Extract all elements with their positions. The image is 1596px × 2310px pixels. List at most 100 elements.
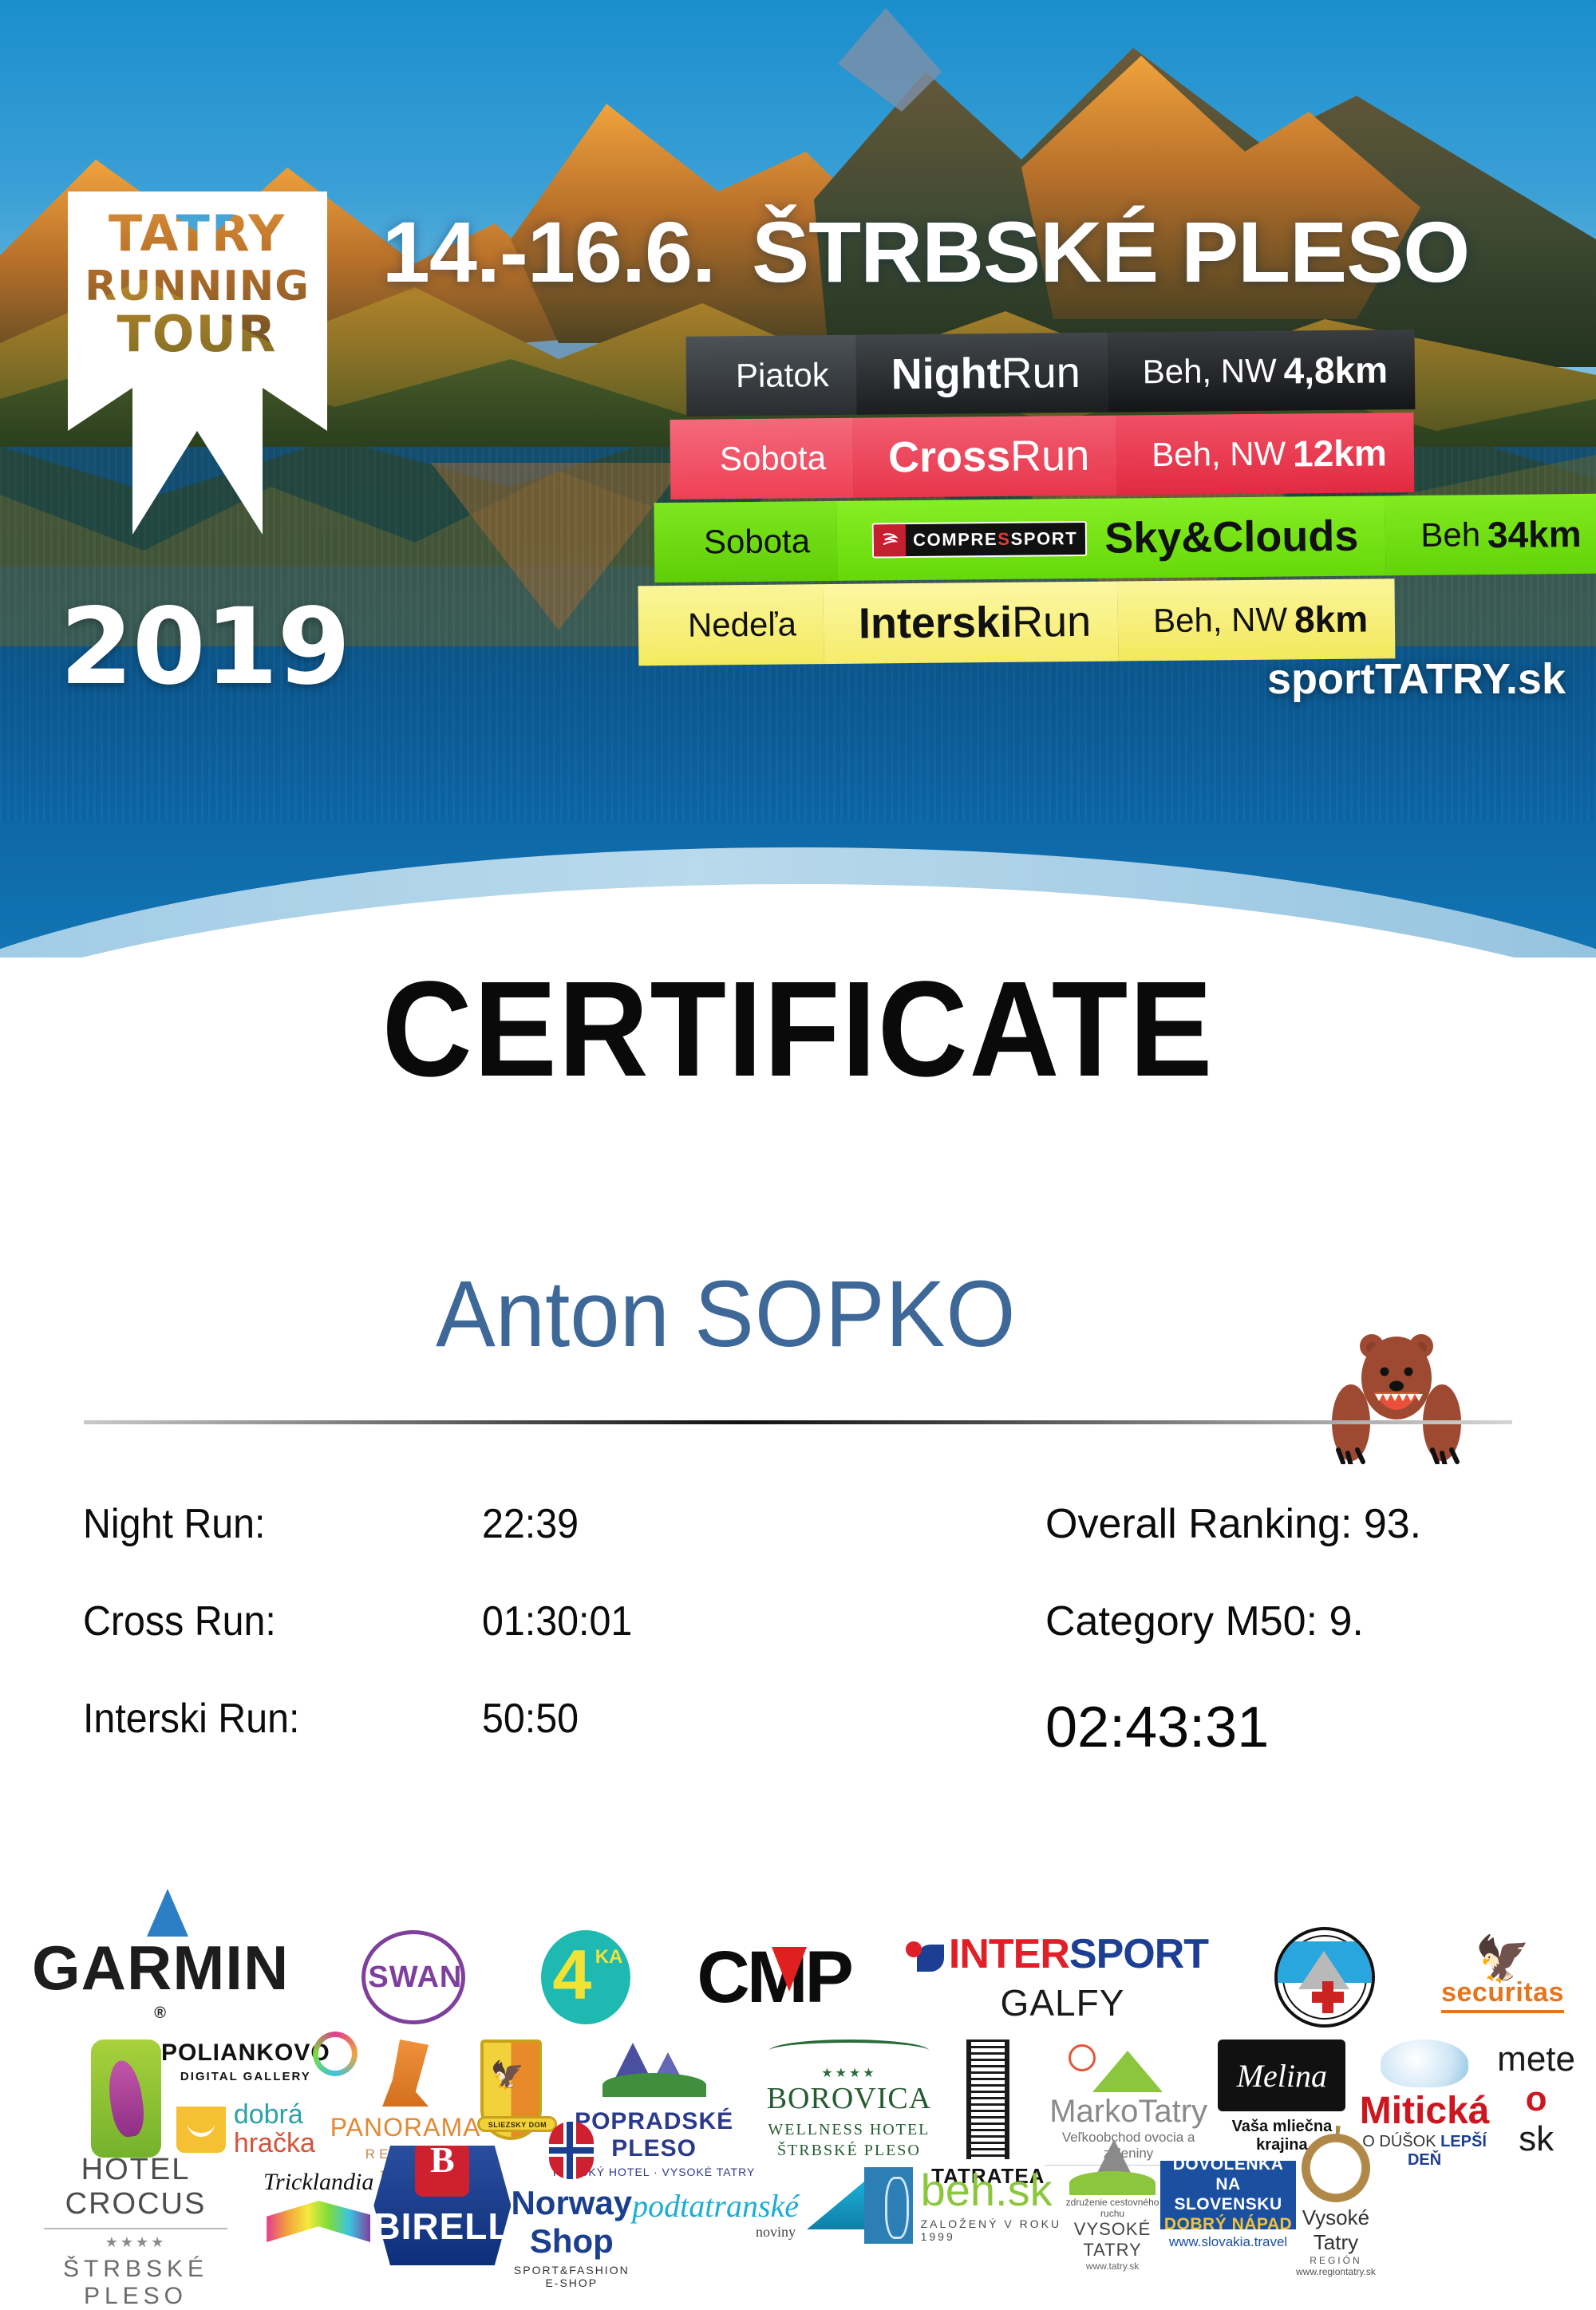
race-name: COMPRESSPORT Sky&Clouds bbox=[836, 496, 1386, 581]
race-list: Piatok Night Run Beh, NW 4,8km Sobota Cr… bbox=[0, 329, 1596, 675]
sponsor-label: Tricklandia bbox=[263, 2169, 374, 2195]
split-value: 50:50 bbox=[482, 1696, 579, 1742]
race-day: Sobota bbox=[654, 500, 838, 583]
race-name: Interski Run bbox=[823, 581, 1119, 665]
page-fan-icon bbox=[807, 2182, 865, 2229]
sponsor-label: PANORAMA bbox=[330, 2113, 481, 2142]
swan-oval-icon bbox=[361, 1930, 466, 2024]
event-website: sportTATRY.sk bbox=[1266, 655, 1566, 703]
norway-flag-icon bbox=[549, 2122, 595, 2179]
sponsor-row-primary: GARMIN ® SWAN 4 KA CMP INTERSPORT GALFY bbox=[0, 1889, 1596, 2041]
split-label: Cross Run: bbox=[83, 1598, 276, 1645]
sponsor-tanap-horska-sluzba bbox=[1274, 1927, 1376, 2028]
sponsor-swan: SWAN bbox=[355, 1930, 475, 2024]
race-distance: Beh, NW 4,8km bbox=[1107, 329, 1416, 413]
race-distance: Beh 34km bbox=[1385, 493, 1596, 576]
sponsor-sublabel: O DÚŠOK LEPŠÍ DEŇ bbox=[1362, 2133, 1487, 2169]
garmin-triangle-icon bbox=[147, 1889, 188, 1937]
results-rankings: Overall Ranking: 93. Category M50: 9. 02… bbox=[1045, 1500, 1596, 1792]
split-label: Interski Run: bbox=[83, 1696, 300, 1742]
sponsor-label: GALFY bbox=[1000, 1982, 1125, 2024]
sponsor-intersport-galfy: INTERSPORT GALFY bbox=[905, 1930, 1209, 2024]
sponsor-label: DOVOLENKA NA SLOVENSKU bbox=[1172, 2155, 1284, 2213]
compressport-logo: COMPRESSPORT bbox=[871, 520, 1088, 559]
race-row-cross: Sobota Cross Run Beh, NW 12km bbox=[0, 411, 1596, 506]
race-row-sky-clouds: Sobota COMPRESSPORT Sky&Clouds Beh 34km bbox=[0, 493, 1596, 589]
result-row: Interski Run: 50:50 bbox=[83, 1695, 801, 1792]
split-value: 22:39 bbox=[482, 1501, 579, 1547]
result-row: Overall Ranking: 93. bbox=[1045, 1500, 1596, 1597]
sponsor-label: dobrá hračka bbox=[233, 2099, 315, 2158]
total-time: 02:43:31 bbox=[1045, 1696, 1270, 1759]
sponsor-label: MarkoTatry bbox=[1049, 2094, 1208, 2129]
intersport-swoosh-icon bbox=[905, 1941, 944, 1972]
sponsor-tatratea: TATRATEA bbox=[931, 2040, 1045, 2189]
sponsor-label: 4 bbox=[552, 1935, 592, 2014]
sponsor-sublabel: REGIÓN bbox=[1310, 2255, 1362, 2266]
sponsor-slovakia-travel: DOVOLENKA NA SLOVENSKU DOBRÝ NÁPAD www.s… bbox=[1160, 2155, 1297, 2250]
sponsor-region-tatry: Vysoké Tatry REGIÓN www.regiontatry.sk bbox=[1296, 2134, 1376, 2277]
race-name: Night Run bbox=[855, 332, 1108, 415]
sponsor-sublabel: združenie cestovného ruchu bbox=[1065, 2197, 1159, 2219]
toy-bag-icon bbox=[176, 2106, 226, 2153]
compressport-wordmark: COMPRESSPORT bbox=[912, 528, 1078, 551]
sponsor-section: GARMIN ® SWAN 4 KA CMP INTERSPORT GALFY bbox=[0, 1889, 1596, 2309]
cmp-triangle-icon bbox=[772, 1946, 808, 1992]
sponsor-miticka: Mitická O DÚŠOK LEPŠÍ DEŇ bbox=[1352, 2040, 1497, 2170]
race-day: Nedeľa bbox=[638, 584, 824, 666]
race-name: Cross Run bbox=[852, 415, 1117, 498]
sponsor-meteo-sk: mete o sk bbox=[1497, 2040, 1575, 2158]
bear-icon bbox=[1332, 1334, 1461, 1464]
event-date: 14.-16.6. bbox=[381, 203, 716, 300]
results-splits: Night Run: 22:39 Cross Run: 01:30:01 Int… bbox=[83, 1500, 801, 1792]
sponsor-label: BIRELL bbox=[373, 2205, 512, 2247]
sponsor-popradske-pleso: POPRADSKÉ PLESO HORSKÝ HOTEL · VYSOKÉ TA… bbox=[542, 2040, 767, 2178]
runner-icon bbox=[864, 2167, 913, 2244]
sponsor-poliankovo: POLIANKOVO DIGITAL GALLERY dobrá hračka bbox=[161, 2032, 358, 2158]
sponsor-tricklandia: Tricklandia bbox=[263, 2169, 373, 2242]
sponsor-label: Norway Shop bbox=[511, 2184, 633, 2260]
event-location: ŠTRBSKÉ PLESO bbox=[752, 203, 1470, 300]
tatratea-ornament-icon bbox=[966, 2040, 1010, 2159]
sponsor-4ka: 4 KA bbox=[541, 1930, 631, 2024]
result-row: Night Run: 22:39 bbox=[83, 1500, 801, 1597]
sponsor-securitas: 🦅 securitas bbox=[1441, 1933, 1564, 2013]
securitas-eagle-icon: 🦅 bbox=[1475, 1933, 1531, 1984]
race-day: Sobota bbox=[670, 417, 854, 500]
event-logo: TATRY RUNNING TOUR bbox=[68, 192, 327, 535]
sponsor-label: SLIEZSKY DOM bbox=[477, 2116, 558, 2132]
sponsor-sublabel: ZALOŽENÝ V ROKU 1999 bbox=[920, 2217, 1062, 2243]
sponsor-cmp: CMP bbox=[697, 1936, 853, 2020]
poliankovo-arc-icon bbox=[312, 2032, 358, 2076]
sponsor-podtatranske-noviny: podtatranské noviny bbox=[632, 2182, 865, 2240]
page-title: CERTIFICATE bbox=[381, 954, 1215, 1105]
sponsor-sublabel: SPORT&FASHION E-SHOP bbox=[513, 2264, 630, 2289]
eagle-crest-icon: 🦅 bbox=[490, 2060, 524, 2091]
sponsor-vysoke-tatry: združenie cestovného ruchu VYSOKÉ TATRY … bbox=[1065, 2139, 1160, 2272]
sponsor-label: SWAN bbox=[368, 1960, 463, 1994]
athlete-last-name: SOPKO bbox=[694, 1262, 1017, 1367]
athlete-first-name: Anton bbox=[435, 1262, 695, 1367]
sponsor-label: BOROVICA bbox=[766, 2082, 932, 2115]
sponsor-melina: Melina Vaša mliečna krajina bbox=[1212, 2040, 1352, 2154]
sponsor-stars: ★★★★ bbox=[821, 2067, 877, 2080]
sponsor-label: POLIANKOVO bbox=[161, 2040, 330, 2066]
behsk-text: beh.sk ZALOŽENÝ V ROKU 1999 bbox=[920, 2165, 1065, 2244]
event-year: 2019 bbox=[60, 586, 350, 709]
sponsor-label: HOTEL CROCUS bbox=[65, 2153, 207, 2221]
sponsor-garmin: GARMIN ® bbox=[32, 1889, 289, 2023]
sponsor-label: beh.sk bbox=[920, 2165, 1053, 2215]
result-row: 02:43:31 bbox=[1045, 1695, 1596, 1792]
race-distance: Beh, NW 12km bbox=[1116, 412, 1415, 496]
sponsor-stars: ★★★★ bbox=[105, 2234, 167, 2250]
header-banner: TATRY RUNNING TOUR 2019 14.-16.6. ŠTRBSKÉ… bbox=[0, 0, 1596, 958]
category-ranking: Category M50: 9. bbox=[1045, 1598, 1364, 1645]
poliankovo-block: POLIANKOVO DIGITAL GALLERY bbox=[161, 2032, 358, 2083]
sponsor-sublabel: DOBRÝ NÁPAD bbox=[1163, 2214, 1293, 2233]
overall-ranking: Overall Ranking: 93. bbox=[1045, 1501, 1422, 1547]
result-row: Cross Run: 01:30:01 bbox=[83, 1597, 801, 1695]
sponsor-sublabel: DIGITAL GALLERY bbox=[180, 2070, 311, 2083]
slovakia-badge: DOVOLENKA NA SLOVENSKU DOBRÝ NÁPAD bbox=[1160, 2155, 1297, 2233]
mountain-icon bbox=[595, 2040, 714, 2103]
divider bbox=[44, 2228, 227, 2229]
